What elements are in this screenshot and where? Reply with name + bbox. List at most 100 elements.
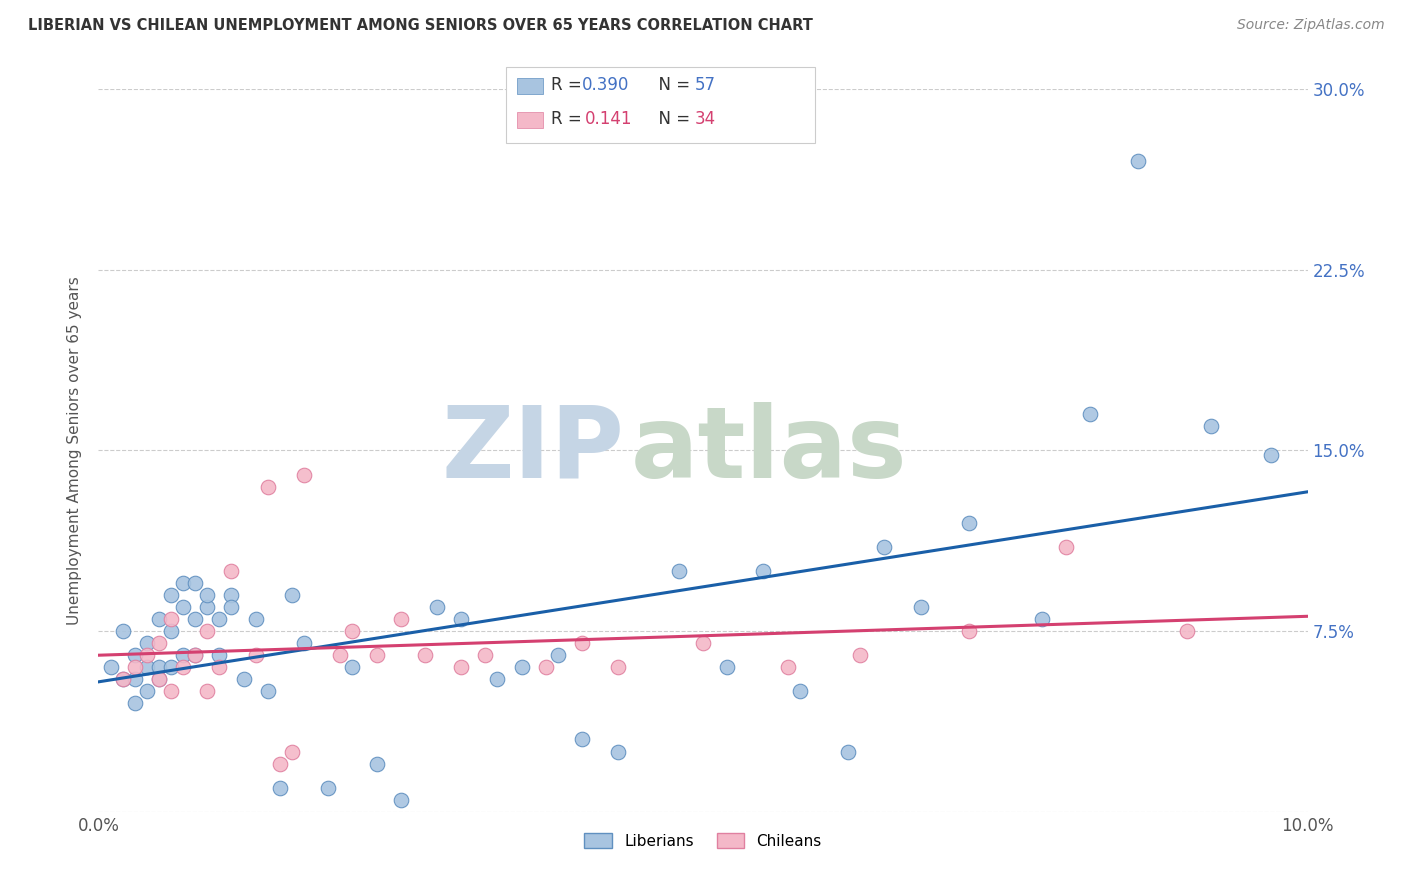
Point <box>752 564 775 578</box>
Point <box>450 660 472 674</box>
Point <box>221 564 243 578</box>
Point <box>160 660 183 674</box>
Point <box>292 636 315 650</box>
Point <box>1031 612 1053 626</box>
Point <box>668 564 690 578</box>
Text: 0.390: 0.390 <box>582 76 630 94</box>
Point <box>486 673 509 687</box>
Point <box>148 660 170 674</box>
Point <box>1260 448 1282 462</box>
Point <box>124 648 146 662</box>
Point <box>413 648 436 662</box>
Point <box>148 673 170 687</box>
Point <box>957 516 980 530</box>
Point <box>172 660 194 674</box>
Point <box>510 660 533 674</box>
Point <box>135 648 157 662</box>
Point <box>111 673 134 687</box>
Point <box>607 744 630 758</box>
Point <box>1078 407 1101 421</box>
Text: N =: N = <box>648 110 696 128</box>
Point <box>316 780 339 795</box>
Point <box>111 673 134 687</box>
Point <box>172 599 194 614</box>
Point <box>329 648 352 662</box>
Legend: Liberians, Chileans: Liberians, Chileans <box>578 827 828 855</box>
Point <box>160 588 183 602</box>
Point <box>269 756 291 771</box>
Point <box>232 673 254 687</box>
Point <box>256 480 278 494</box>
Point <box>184 612 207 626</box>
Point <box>450 612 472 626</box>
Point <box>195 599 218 614</box>
Point <box>1128 154 1150 169</box>
Point <box>547 648 569 662</box>
Point <box>135 636 157 650</box>
Point <box>342 660 364 674</box>
Point <box>135 660 157 674</box>
Point <box>172 576 194 591</box>
Point <box>281 588 304 602</box>
Point <box>1175 624 1198 639</box>
Point <box>256 684 278 698</box>
Point <box>245 612 267 626</box>
Point <box>607 660 630 674</box>
Point <box>111 624 134 639</box>
Point <box>269 780 291 795</box>
Point <box>195 684 218 698</box>
Point <box>135 684 157 698</box>
Point <box>389 612 412 626</box>
Text: LIBERIAN VS CHILEAN UNEMPLOYMENT AMONG SENIORS OVER 65 YEARS CORRELATION CHART: LIBERIAN VS CHILEAN UNEMPLOYMENT AMONG S… <box>28 18 813 33</box>
Text: 57: 57 <box>695 76 716 94</box>
Point <box>910 599 932 614</box>
Point <box>426 599 449 614</box>
Point <box>292 467 315 482</box>
Point <box>534 660 557 674</box>
Point <box>366 648 388 662</box>
Point <box>124 673 146 687</box>
Point <box>789 684 811 698</box>
Y-axis label: Unemployment Among Seniors over 65 years: Unemployment Among Seniors over 65 years <box>67 277 83 624</box>
Text: 0.141: 0.141 <box>585 110 633 128</box>
Text: R =: R = <box>551 110 592 128</box>
Point <box>160 612 183 626</box>
Point <box>342 624 364 639</box>
Point <box>957 624 980 639</box>
Point <box>716 660 738 674</box>
Point <box>281 744 304 758</box>
Text: 34: 34 <box>695 110 716 128</box>
Point <box>160 624 183 639</box>
Text: R =: R = <box>551 76 588 94</box>
Point <box>571 636 593 650</box>
Point <box>389 793 412 807</box>
Point <box>837 744 859 758</box>
Point <box>571 732 593 747</box>
Text: ZIP: ZIP <box>441 402 624 499</box>
Point <box>124 660 146 674</box>
Point <box>1054 540 1077 554</box>
Point <box>148 636 170 650</box>
Point <box>184 648 207 662</box>
Point <box>1199 419 1222 434</box>
Point <box>692 636 714 650</box>
Point <box>208 648 231 662</box>
Point <box>474 648 496 662</box>
Point <box>208 660 231 674</box>
Point <box>124 696 146 710</box>
Text: atlas: atlas <box>630 402 907 499</box>
Point <box>221 599 243 614</box>
Point <box>195 588 218 602</box>
Point <box>148 612 170 626</box>
Point <box>208 612 231 626</box>
Point <box>100 660 122 674</box>
Point <box>172 648 194 662</box>
Point <box>184 648 207 662</box>
Point <box>184 576 207 591</box>
Point <box>195 624 218 639</box>
Point <box>148 673 170 687</box>
Point <box>221 588 243 602</box>
Point <box>366 756 388 771</box>
Point <box>245 648 267 662</box>
Text: Source: ZipAtlas.com: Source: ZipAtlas.com <box>1237 18 1385 32</box>
